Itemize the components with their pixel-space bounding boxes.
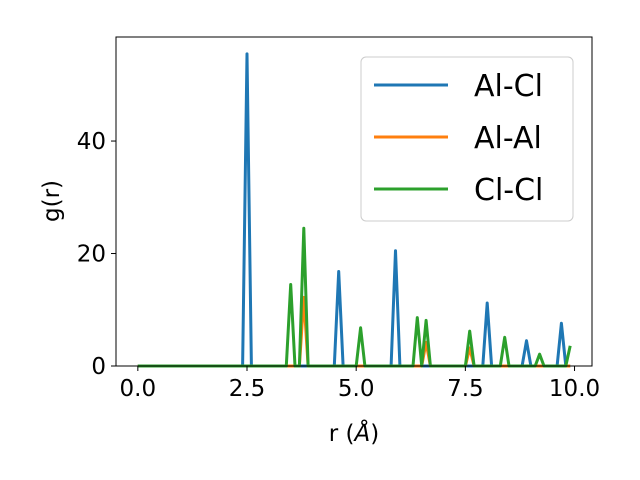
- x-tick-label: 7.5: [447, 376, 484, 402]
- y-axis-label: g(r): [39, 180, 65, 222]
- legend-label-al-cl: Al-Cl: [474, 69, 543, 104]
- x-tick-label: 2.5: [229, 376, 266, 402]
- legend-frame: [360, 56, 574, 222]
- y-tick-label: 40: [77, 129, 106, 155]
- legend-label-al-al: Al-Al: [474, 121, 542, 156]
- legend: Al-Cl Al-Al Cl-Cl: [360, 56, 574, 222]
- ticks-layer: 0.0 2.5 5.0 7.5 10.0 0 20 40: [77, 129, 600, 402]
- y-tick-label: 0: [91, 354, 106, 380]
- x-tick-label: 10.0: [549, 376, 600, 402]
- x-axis-label: r (Å): [329, 419, 379, 447]
- legend-label-cl-cl: Cl-Cl: [474, 173, 543, 208]
- plot-frame: [115, 36, 593, 367]
- y-tick-label: 20: [77, 242, 106, 268]
- x-tick-label: 0.0: [120, 376, 157, 402]
- x-tick-label: 5.0: [338, 376, 375, 402]
